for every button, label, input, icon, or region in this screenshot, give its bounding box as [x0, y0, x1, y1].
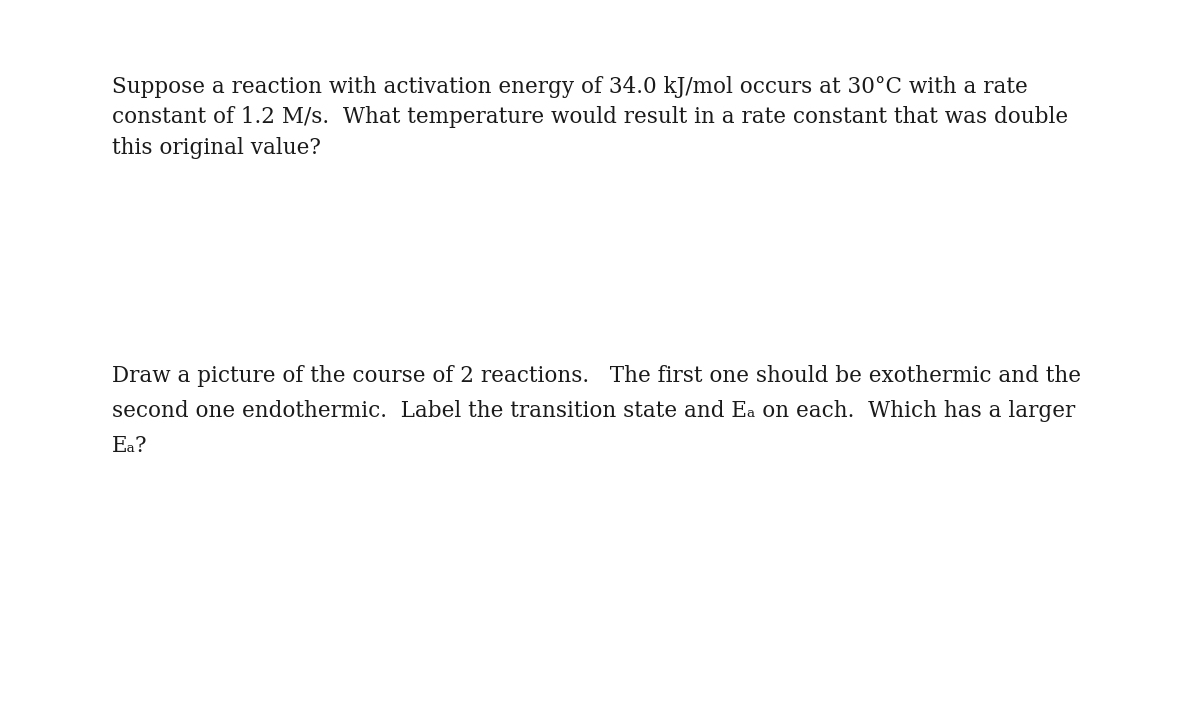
Text: Draw a picture of the course of 2 reactions.   The first one should be exothermi: Draw a picture of the course of 2 reacti…	[112, 365, 1080, 387]
Text: Eₐ?: Eₐ?	[112, 435, 148, 456]
Text: second one endothermic.  Label the transition state and Eₐ on each.  Which has a: second one endothermic. Label the transi…	[112, 400, 1075, 422]
Text: Suppose a reaction with activation energy of 34.0 kJ/mol occurs at 30°C with a r: Suppose a reaction with activation energ…	[112, 76, 1068, 159]
